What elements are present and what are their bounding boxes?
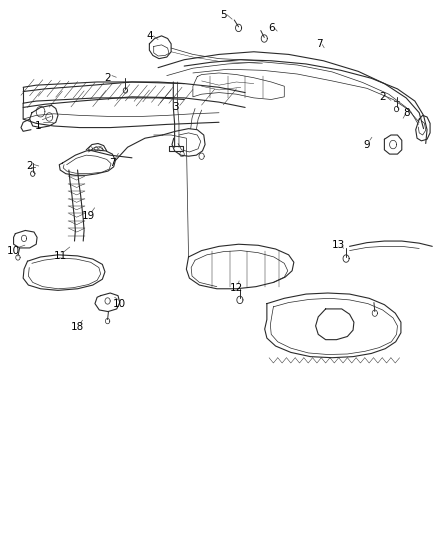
Text: 7: 7: [109, 158, 116, 168]
Text: 4: 4: [146, 31, 153, 41]
Text: 1: 1: [35, 121, 42, 131]
Text: 13: 13: [332, 240, 345, 251]
Text: 10: 10: [112, 298, 125, 309]
Text: 2: 2: [105, 73, 111, 83]
Text: 8: 8: [403, 108, 410, 118]
Text: 18: 18: [71, 322, 84, 333]
Text: 2: 2: [379, 92, 385, 102]
Text: 3: 3: [172, 102, 179, 112]
Text: 6: 6: [268, 23, 275, 33]
Text: 11: 11: [53, 251, 67, 261]
Text: 12: 12: [230, 282, 243, 293]
Text: 19: 19: [82, 211, 95, 221]
Text: 7: 7: [316, 39, 322, 49]
Text: 5: 5: [220, 10, 226, 20]
Text: 9: 9: [364, 140, 370, 150]
Text: 10: 10: [7, 246, 20, 256]
Text: 2: 2: [26, 161, 33, 171]
